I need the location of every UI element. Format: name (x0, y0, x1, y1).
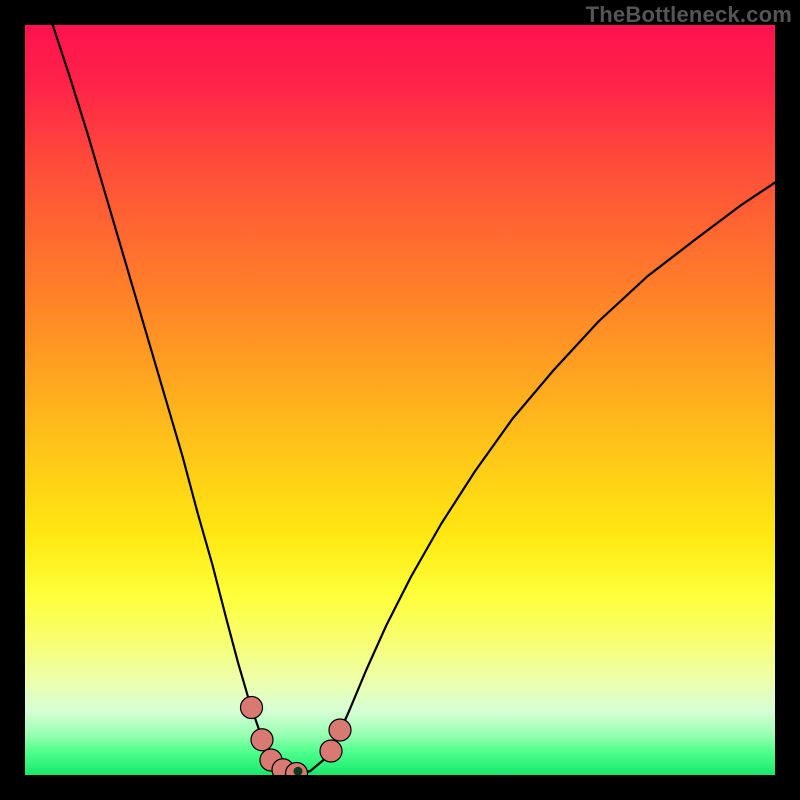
plot-svg (25, 25, 775, 775)
gradient-background (25, 25, 775, 775)
marker-dot (241, 697, 263, 719)
plot-area (25, 25, 775, 775)
chart-container: TheBottleneck.com (0, 0, 800, 800)
marker-dot (329, 719, 351, 741)
marker-dot (251, 729, 273, 751)
marker-dot (320, 740, 342, 762)
